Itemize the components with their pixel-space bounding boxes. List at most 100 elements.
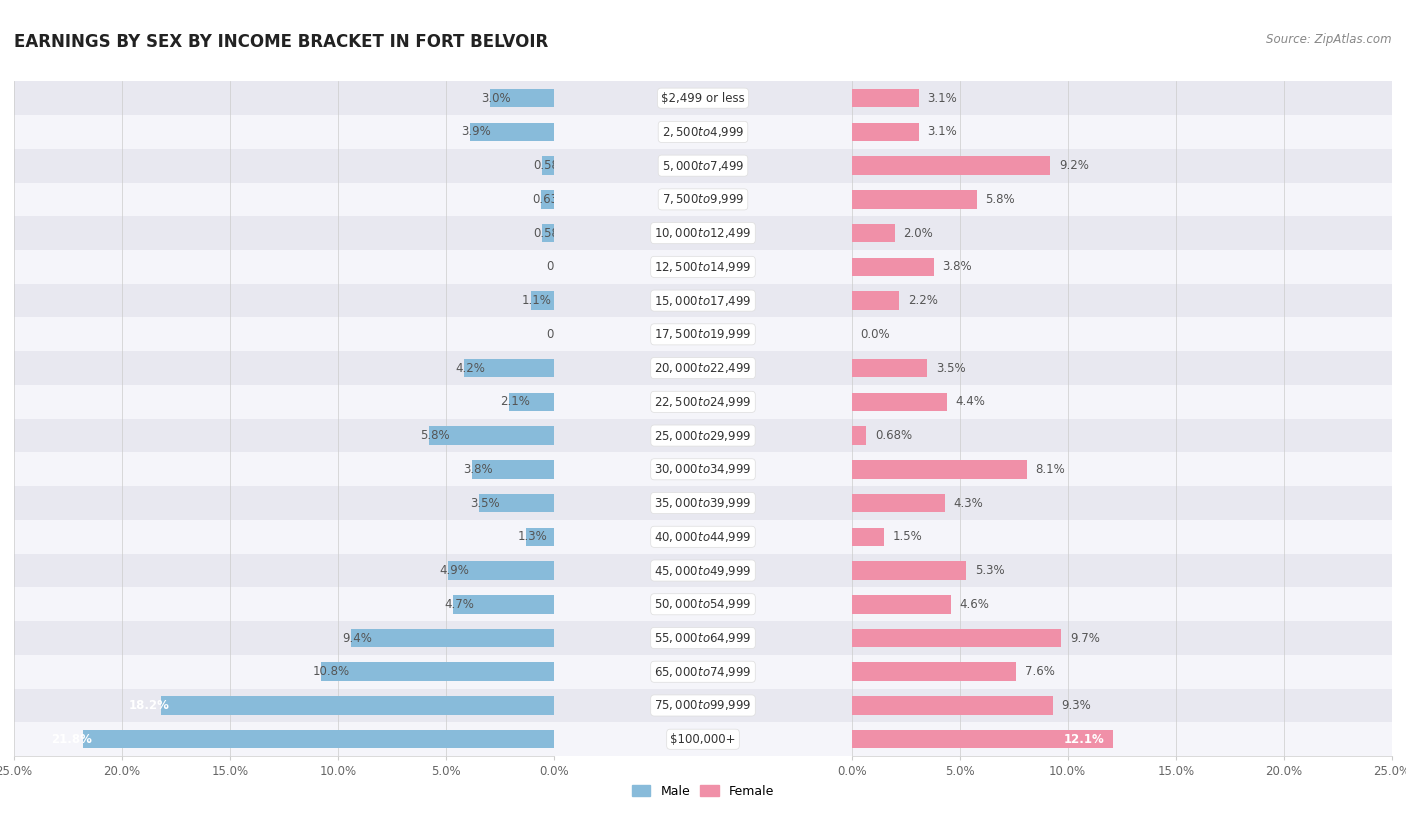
Text: 0.68%: 0.68%	[875, 429, 912, 442]
Text: 1.5%: 1.5%	[893, 530, 922, 543]
Bar	[0, 284, 1406, 317]
Bar	[0, 419, 1406, 452]
Bar	[852, 393, 946, 411]
Bar	[0, 216, 1406, 250]
Text: $75,000 to $99,999: $75,000 to $99,999	[654, 698, 752, 712]
Bar	[0, 81, 1406, 115]
Text: $25,000 to $29,999: $25,000 to $29,999	[654, 428, 752, 442]
Text: 3.0%: 3.0%	[481, 92, 510, 105]
Text: 5.8%: 5.8%	[420, 429, 450, 442]
Bar	[0, 284, 1406, 317]
Text: 9.7%: 9.7%	[1070, 632, 1099, 645]
Text: 0.0%: 0.0%	[860, 328, 890, 341]
Bar	[0, 284, 1406, 317]
Bar	[852, 663, 1017, 681]
Text: 9.4%: 9.4%	[343, 632, 373, 645]
Bar	[852, 628, 1062, 647]
Text: 0.63%: 0.63%	[531, 193, 569, 206]
Bar	[464, 359, 554, 377]
Bar	[453, 595, 554, 614]
Text: 3.5%: 3.5%	[470, 497, 499, 510]
Text: 3.8%: 3.8%	[464, 463, 494, 476]
Bar	[0, 723, 1406, 756]
Text: 5.3%: 5.3%	[974, 564, 1004, 577]
Text: $12,500 to $14,999: $12,500 to $14,999	[654, 260, 752, 274]
Bar	[852, 123, 918, 141]
Text: 3.9%: 3.9%	[461, 125, 491, 138]
Bar	[0, 554, 1406, 587]
Bar	[429, 426, 554, 445]
Text: $2,499 or less: $2,499 or less	[661, 92, 745, 105]
Text: 5.8%: 5.8%	[986, 193, 1015, 206]
Text: $55,000 to $64,999: $55,000 to $64,999	[654, 631, 752, 645]
Text: 8.1%: 8.1%	[1035, 463, 1066, 476]
Bar	[489, 89, 554, 107]
Bar	[0, 250, 1406, 284]
Bar	[852, 528, 884, 546]
Bar	[0, 486, 1406, 520]
Bar	[472, 460, 554, 479]
Bar	[852, 460, 1026, 479]
Bar	[852, 359, 927, 377]
Bar	[0, 452, 1406, 486]
Text: 3.8%: 3.8%	[942, 260, 972, 273]
Bar	[530, 291, 554, 310]
Text: 3.1%: 3.1%	[927, 92, 957, 105]
Text: $7,500 to $9,999: $7,500 to $9,999	[662, 193, 744, 207]
Text: 2.1%: 2.1%	[501, 395, 530, 408]
Bar	[352, 628, 554, 647]
Bar	[0, 385, 1406, 419]
Bar	[0, 385, 1406, 419]
Bar	[541, 190, 554, 209]
Text: Source: ZipAtlas.com: Source: ZipAtlas.com	[1267, 33, 1392, 46]
Text: 4.2%: 4.2%	[456, 362, 485, 375]
Bar	[852, 493, 945, 512]
Bar	[0, 351, 1406, 385]
Bar	[321, 663, 554, 681]
Bar	[852, 291, 900, 310]
Bar	[0, 385, 1406, 419]
Bar	[852, 258, 934, 276]
Text: 21.8%: 21.8%	[51, 733, 91, 746]
Bar	[852, 156, 1050, 175]
Bar	[0, 520, 1406, 554]
Bar	[0, 149, 1406, 183]
Bar	[0, 115, 1406, 149]
Text: $17,500 to $19,999: $17,500 to $19,999	[654, 328, 752, 341]
Text: 2.2%: 2.2%	[908, 294, 938, 307]
Bar	[0, 452, 1406, 486]
Bar	[0, 115, 1406, 149]
Bar	[852, 561, 966, 580]
Bar	[0, 182, 1406, 216]
Bar	[852, 730, 1114, 749]
Bar	[0, 81, 1406, 115]
Text: 3.5%: 3.5%	[936, 362, 966, 375]
Bar	[0, 621, 1406, 655]
Text: $100,000+: $100,000+	[671, 733, 735, 746]
Text: 7.6%: 7.6%	[1025, 665, 1054, 678]
Bar	[0, 587, 1406, 621]
Bar	[0, 621, 1406, 655]
Bar	[526, 528, 554, 546]
Text: 12.1%: 12.1%	[1064, 733, 1105, 746]
Text: $65,000 to $74,999: $65,000 to $74,999	[654, 665, 752, 679]
Bar	[852, 89, 918, 107]
Bar	[83, 730, 554, 749]
Text: EARNINGS BY SEX BY INCOME BRACKET IN FORT BELVOIR: EARNINGS BY SEX BY INCOME BRACKET IN FOR…	[14, 33, 548, 50]
Bar	[0, 655, 1406, 689]
Bar	[0, 250, 1406, 284]
Text: $35,000 to $39,999: $35,000 to $39,999	[654, 496, 752, 510]
Bar	[0, 419, 1406, 452]
Text: $30,000 to $34,999: $30,000 to $34,999	[654, 463, 752, 476]
Text: 0.58%: 0.58%	[533, 159, 571, 172]
Bar	[0, 655, 1406, 689]
Bar	[0, 554, 1406, 587]
Bar	[852, 190, 977, 209]
Text: 18.2%: 18.2%	[129, 699, 170, 712]
Bar	[0, 182, 1406, 216]
Bar	[0, 621, 1406, 655]
Bar	[449, 561, 554, 580]
Text: 0.0%: 0.0%	[546, 260, 575, 273]
Text: $10,000 to $12,499: $10,000 to $12,499	[654, 226, 752, 240]
Legend: Male, Female: Male, Female	[627, 780, 779, 802]
